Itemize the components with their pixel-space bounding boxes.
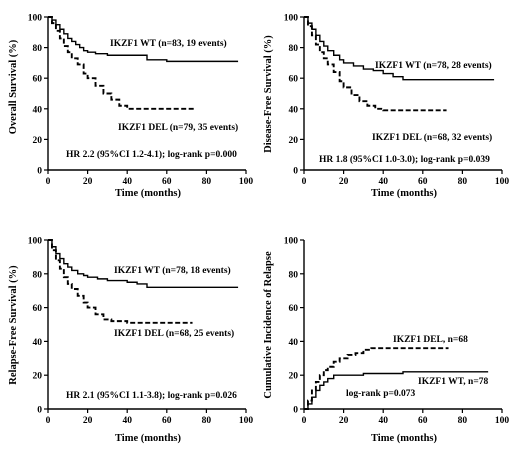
y-tick-label-cumulative-incidence: 100 [284,237,299,247]
y-tick-label-overall-survival: 100 [28,14,43,24]
legend-del-relapse-free-survival: IKZF1 DEL (n=68, 25 events) [114,328,234,339]
y-tick-label-disease-free-survival: 0 [293,167,298,177]
legend-del-overall-survival: IKZF1 DEL (n=79, 35 events) [118,122,238,133]
x-tick-label-cumulative-incidence: 100 [495,416,510,426]
legend-wt-cumulative-incidence: IKZF1 WT, n=78 [418,377,489,387]
y-tick-label-cumulative-incidence: 0 [293,406,298,416]
y-tick-label-relapse-free-survival: 60 [33,304,43,314]
x-tick-label-disease-free-survival: 80 [458,177,468,187]
xlabel-relapse-free-survival: Time (months) [115,433,182,444]
x-tick-label-relapse-free-survival: 60 [162,416,172,426]
y-tick-label-disease-free-survival: 60 [289,75,299,85]
y-tick-label-disease-free-survival: 20 [289,136,299,146]
x-tick-label-relapse-free-survival: 40 [122,416,132,426]
y-tick-label-overall-survival: 80 [33,44,43,54]
y-tick-label-relapse-free-survival: 20 [33,372,43,382]
y-tick-label-relapse-free-survival: 40 [33,338,43,348]
y-tick-label-disease-free-survival: 80 [289,44,299,54]
x-tick-label-relapse-free-survival: 0 [46,416,51,426]
legend-wt-disease-free-survival: IKZF1 WT (n=78, 28 events) [375,60,492,71]
y-tick-label-cumulative-incidence: 20 [289,372,299,382]
x-tick-label-cumulative-incidence: 0 [302,416,307,426]
stats-overall-survival: HR 2.2 (95%CI 1.2-4.1); log-rank p=0.000 [66,149,237,160]
x-tick-label-disease-free-survival: 100 [495,177,510,187]
x-tick-label-cumulative-incidence: 40 [378,416,388,426]
x-tick-label-overall-survival: 60 [162,177,172,187]
y-tick-label-cumulative-incidence: 40 [289,338,299,348]
y-tick-label-cumulative-incidence: 60 [289,304,299,314]
series-line-relapse-free-survival-1 [48,239,193,324]
panel-cumulative-incidence: 0 20 40 60 80 100 0 20 40 60 80 100 Cumulative Inci… [263,237,509,445]
y-tick-label-relapse-free-survival: 0 [37,406,42,416]
x-tick-label-disease-free-survival: 20 [339,177,349,187]
legend-del-disease-free-survival: IKZF1 DEL (n=68, 32 events) [372,132,492,143]
y-tick-label-overall-survival: 20 [33,136,43,146]
x-tick-label-overall-survival: 100 [239,177,254,187]
xlabel-cumulative-incidence: Time (months) [371,433,438,444]
series-line-disease-free-survival-1 [304,16,447,112]
ylabel-cumulative-incidence: Cumulative Incidence of Relapse [263,251,274,399]
x-tick-label-overall-survival: 20 [83,177,93,187]
x-tick-label-cumulative-incidence: 20 [339,416,349,426]
y-tick-label-overall-survival: 60 [33,75,43,85]
stats-cumulative-incidence: log-rank p=0.073 [346,389,416,399]
x-tick-label-cumulative-incidence: 80 [458,416,468,426]
x-tick-label-overall-survival: 0 [46,177,51,187]
panel-overall-survival: 0 20 40 60 80 100 0 20 40 60 80 100 Overall Surviva… [8,14,253,200]
x-tick-label-overall-survival: 80 [202,177,212,187]
y-tick-label-overall-survival: 0 [37,167,42,177]
series-line-cumulative-incidence-1 [304,371,489,410]
x-tick-label-relapse-free-survival: 80 [202,416,212,426]
y-tick-label-disease-free-survival: 100 [284,14,299,24]
ylabel-disease-free-survival: Disease-Free Survival (%) [263,35,274,153]
y-tick-label-overall-survival: 40 [33,105,43,115]
x-tick-label-relapse-free-survival: 100 [239,416,254,426]
panel-relapse-free-survival: 0 20 40 60 80 100 0 20 40 60 80 100 Relapse-Free Su… [8,237,253,445]
series-line-disease-free-survival-0 [304,16,495,81]
y-tick-label-cumulative-incidence: 80 [289,270,299,280]
stats-disease-free-survival: HR 1.8 (95%CI 1.0-3.0); log-rank p=0.039 [319,154,490,165]
x-tick-label-disease-free-survival: 60 [418,177,428,187]
series-line-overall-survival-1 [48,16,195,110]
y-tick-label-relapse-free-survival: 100 [28,237,43,247]
legend-wt-relapse-free-survival: IKZF1 WT (n=78, 18 events) [114,265,231,276]
legend-wt-overall-survival: IKZF1 WT (n=83, 19 events) [110,38,227,49]
xlabel-overall-survival: Time (months) [115,188,182,199]
x-tick-label-cumulative-incidence: 60 [418,416,428,426]
y-tick-label-relapse-free-survival: 80 [33,270,43,280]
series-line-relapse-free-survival-0 [48,239,239,289]
y-tick-label-disease-free-survival: 40 [289,105,299,115]
xlabel-disease-free-survival: Time (months) [371,188,438,199]
x-tick-label-relapse-free-survival: 20 [83,416,93,426]
stats-relapse-free-survival: HR 2.1 (95%CI 1.1-3.8); log-rank p=0.026 [66,390,237,401]
x-tick-label-disease-free-survival: 0 [302,177,307,187]
ylabel-overall-survival: Overall Survival (%) [8,39,19,134]
legend-del-cumulative-incidence: IKZF1 DEL, n=68 [393,335,468,345]
ylabel-relapse-free-survival: Relapse-Free Survival (%) [8,265,19,385]
x-tick-label-overall-survival: 40 [122,177,132,187]
panel-disease-free-survival: 0 20 40 60 80 100 0 20 40 60 80 100 Disease-Free Su… [263,14,509,200]
x-tick-label-disease-free-survival: 40 [378,177,388,187]
series-line-overall-survival-0 [48,16,239,63]
